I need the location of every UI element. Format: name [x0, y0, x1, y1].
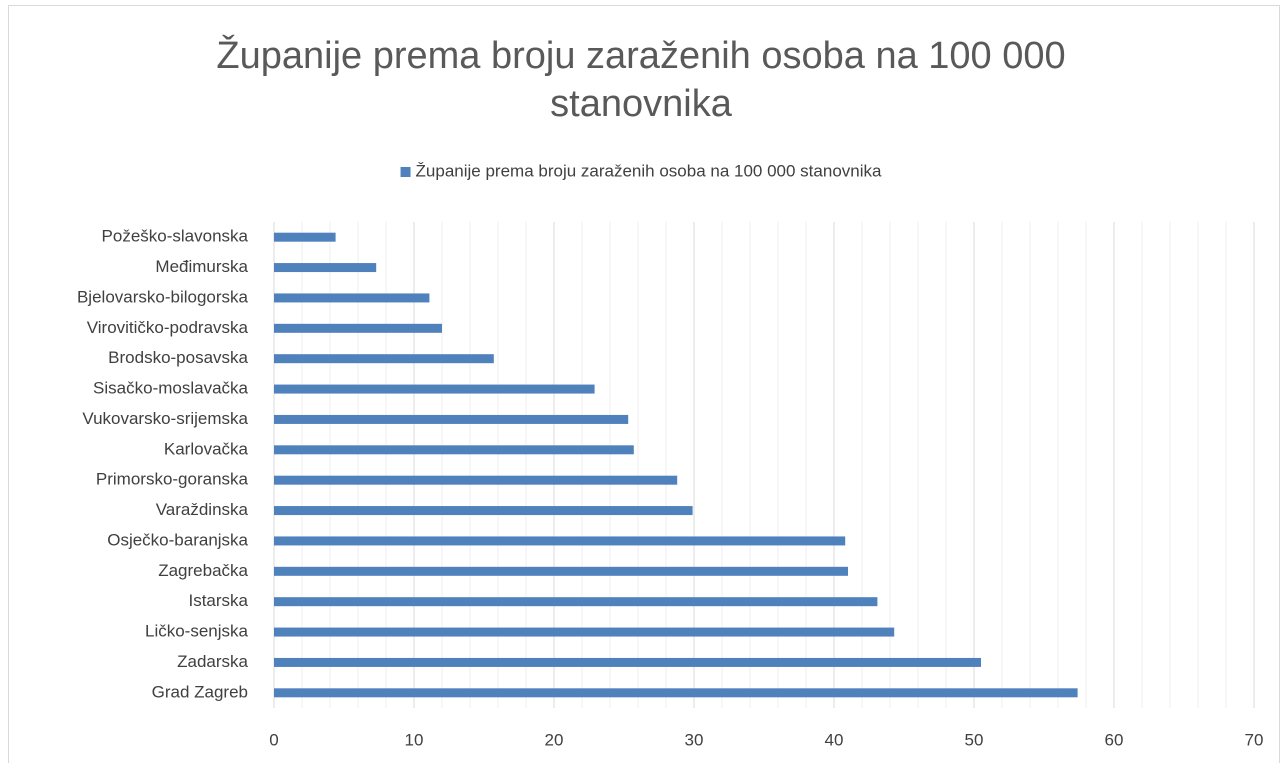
bar: [274, 232, 336, 242]
x-tick-label: 30: [685, 730, 704, 749]
x-tick-label: 10: [405, 730, 424, 749]
y-tick-label: Varaždinska: [156, 500, 249, 519]
bar: [274, 445, 634, 455]
bar: [274, 293, 430, 303]
x-tick-label: 20: [545, 730, 564, 749]
bar: [274, 263, 377, 273]
bar: [274, 323, 442, 333]
bar: [274, 536, 846, 546]
chart-frame: [8, 5, 1280, 763]
bar: [274, 354, 494, 364]
y-tick-label: Požeško-slavonska: [102, 227, 249, 246]
x-tick-label: 50: [965, 730, 984, 749]
y-tick-label: Karlovačka: [164, 439, 249, 458]
y-tick-label: Grad Zagreb: [152, 682, 248, 701]
chart-title: Županije prema broju zaraženih osoba na …: [216, 35, 1066, 125]
y-tick-label: Sisačko-moslavačka: [93, 379, 248, 398]
bar: [274, 475, 678, 485]
y-tick-label: Vukovarsko-srijemska: [82, 409, 248, 428]
bar: [274, 566, 848, 576]
y-tick-label: Virovitičko-podravska: [87, 318, 249, 337]
y-tick-label: Zagrebačka: [158, 561, 248, 580]
x-tick-label: 40: [825, 730, 844, 749]
y-tick-label: Ličko-senjska: [145, 622, 249, 641]
y-tick-label: Osječko-baranjska: [107, 530, 248, 549]
y-tick-label: Zadarska: [177, 652, 248, 671]
legend-swatch: [400, 167, 411, 177]
y-tick-label: Istarska: [188, 591, 248, 610]
legend-label: Županije prema broju zaraženih osoba na …: [416, 161, 882, 180]
x-tick-label: 0: [269, 730, 278, 749]
x-tick-label: 60: [1105, 730, 1124, 749]
y-tick-label: Bjelovarsko-bilogorska: [77, 287, 249, 306]
y-tick-label: Međimurska: [155, 257, 248, 276]
y-tick-label: Brodsko-posavska: [108, 348, 248, 367]
bar: [274, 414, 629, 424]
bar: [274, 688, 1078, 698]
y-tick-label: Primorsko-goranska: [96, 470, 249, 489]
bar: [274, 384, 595, 394]
bar: [274, 627, 895, 637]
bar: [274, 657, 981, 667]
bar: [274, 506, 693, 516]
bar: [274, 597, 878, 607]
x-tick-label: 70: [1245, 730, 1264, 749]
